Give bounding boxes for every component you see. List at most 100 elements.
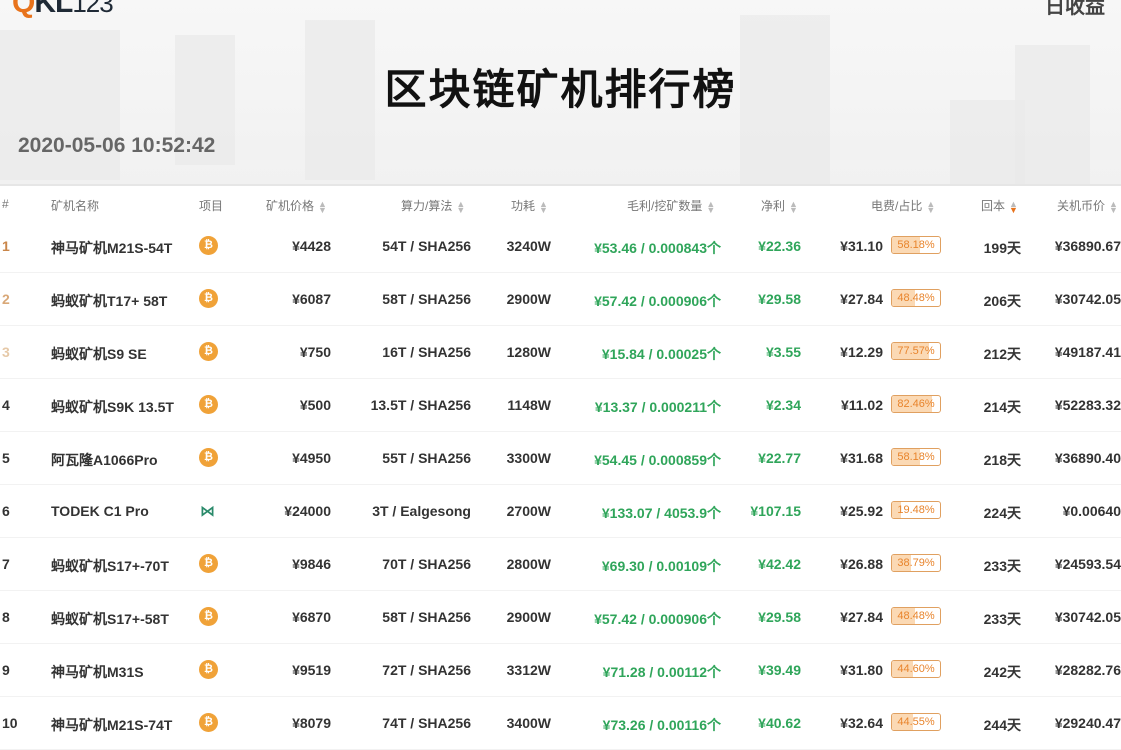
rank: 7 bbox=[2, 556, 10, 572]
electricity-cost: ¥11.02 bbox=[840, 397, 883, 413]
price: ¥4428 bbox=[292, 238, 331, 254]
table-row[interactable]: 9 神马矿机M31S ₿ ¥9519 72T / SHA256 3312W ¥7… bbox=[0, 644, 1121, 697]
col-hashrate[interactable]: 算力/算法 ▲ ▼ bbox=[401, 197, 465, 214]
electricity-ratio-badge: 44.60% bbox=[891, 660, 941, 678]
table-row[interactable]: 3 蚂蚁矿机S9 SE ₿ ¥750 16T / SHA256 1280W ¥1… bbox=[0, 326, 1121, 379]
page-title: 区块链矿机排行榜 bbox=[384, 65, 737, 114]
net-profit: ¥42.42 bbox=[758, 556, 801, 572]
bitcoin-icon: ₿ bbox=[199, 607, 218, 626]
shutdown-price: ¥36890.67 bbox=[1054, 238, 1121, 254]
net-profit: ¥22.77 bbox=[758, 450, 801, 466]
miner-name[interactable]: 蚂蚁矿机S9K 13.5T bbox=[51, 399, 174, 415]
shutdown-price: ¥28282.76 bbox=[1054, 662, 1121, 678]
hashrate: 58T / SHA256 bbox=[382, 291, 471, 307]
miner-name[interactable]: TODEK C1 Pro bbox=[51, 503, 149, 519]
electricity-cost: ¥32.64 bbox=[840, 715, 883, 731]
bitcoin-icon: ₿ bbox=[199, 236, 218, 255]
net-profit: ¥29.58 bbox=[758, 609, 801, 625]
sort-desc-icon[interactable]: ▲ ▼ bbox=[1009, 198, 1018, 215]
col-name: 矿机名称 bbox=[51, 199, 100, 213]
rank: 10 bbox=[2, 715, 18, 731]
gross-profit: ¥57.42 / 0.000906个 bbox=[594, 293, 721, 309]
table-row[interactable]: 6 TODEK C1 Pro ⋈ ¥24000 3T / Ealgesong 2… bbox=[0, 485, 1121, 538]
daily-income-link[interactable]: 日收益 bbox=[1045, 0, 1105, 18]
miner-name[interactable]: 神马矿机M21S-54T bbox=[51, 240, 173, 256]
bitcoin-icon: ₿ bbox=[199, 342, 218, 361]
miner-name[interactable]: 蚂蚁矿机S17+-58T bbox=[51, 611, 169, 627]
table-row[interactable]: 8 蚂蚁矿机S17+-58T ₿ ¥6870 58T / SHA256 2900… bbox=[0, 591, 1121, 644]
gross-profit: ¥13.37 / 0.000211个 bbox=[594, 399, 721, 415]
rank: 8 bbox=[2, 609, 10, 625]
table-row[interactable]: 7 蚂蚁矿机S17+-70T ₿ ¥9846 70T / SHA256 2800… bbox=[0, 538, 1121, 591]
hashrate: 70T / SHA256 bbox=[382, 556, 471, 572]
electricity-cost: ¥31.68 bbox=[840, 450, 883, 466]
hashrate: 3T / Ealgesong bbox=[372, 503, 471, 519]
logo[interactable]: QKL123 bbox=[12, 0, 114, 19]
miner-name[interactable]: 蚂蚁矿机S9 SE bbox=[51, 346, 147, 362]
electricity-ratio-badge: 48.48% bbox=[891, 607, 941, 625]
table-row[interactable]: 2 蚂蚁矿机T17+ 58T ₿ ¥6087 58T / SHA256 2900… bbox=[0, 273, 1121, 326]
table-header: # 矿机名称 项目 矿机价格 ▲ ▼ 算力/算法 ▲ ▼ 功耗 ▲ ▼ 毛利/挖矿数量 ▲ ▼ … bbox=[0, 188, 1121, 220]
col-shutdown-price[interactable]: 关机币价 ▲ ▼ bbox=[1057, 197, 1118, 214]
rank: 6 bbox=[2, 503, 10, 519]
payback-days: 218天 bbox=[983, 452, 1021, 468]
power: 3400W bbox=[506, 715, 551, 731]
electricity-cost: ¥31.10 bbox=[840, 238, 883, 254]
power: 2700W bbox=[506, 503, 551, 519]
sort-icon[interactable]: ▲ ▼ bbox=[926, 198, 936, 215]
col-net[interactable]: 净利 ▲ ▼ bbox=[761, 197, 798, 214]
miner-name[interactable]: 神马矿机M31S bbox=[51, 664, 144, 680]
sort-icon[interactable]: ▲ ▼ bbox=[706, 198, 716, 215]
rank: 1 bbox=[2, 238, 10, 254]
sort-icon[interactable]: ▲ ▼ bbox=[789, 198, 798, 215]
sort-icon[interactable]: ▲ ▼ bbox=[539, 198, 548, 215]
bitcoin-icon: ₿ bbox=[199, 660, 218, 679]
electricity-ratio-badge: 77.57% bbox=[891, 342, 941, 360]
payback-days: 242天 bbox=[983, 664, 1021, 680]
gross-profit: ¥71.28 / 0.00112个 bbox=[602, 664, 721, 680]
rank: 3 bbox=[2, 344, 10, 360]
col-payback[interactable]: 回本 ▲ ▼ bbox=[981, 197, 1018, 214]
hashrate: 58T / SHA256 bbox=[382, 609, 471, 625]
payback-days: 199天 bbox=[983, 240, 1021, 256]
sort-icon[interactable]: ▲ ▼ bbox=[1109, 198, 1118, 215]
todek-icon: ⋈ bbox=[200, 503, 215, 520]
col-net-label: 净利 bbox=[761, 199, 786, 213]
miner-name[interactable]: 神马矿机M21S-74T bbox=[51, 717, 173, 733]
table-row[interactable]: 4 蚂蚁矿机S9K 13.5T ₿ ¥500 13.5T / SHA256 11… bbox=[0, 379, 1121, 432]
miner-name[interactable]: 蚂蚁矿机T17+ 58T bbox=[51, 293, 168, 309]
sort-icon[interactable]: ▲ ▼ bbox=[318, 198, 327, 215]
bitcoin-icon: ₿ bbox=[199, 554, 218, 573]
shutdown-price: ¥52283.32 bbox=[1054, 397, 1121, 413]
table-row[interactable]: 1 神马矿机M21S-54T ₿ ¥4428 54T / SHA256 3240… bbox=[0, 220, 1121, 273]
col-gross[interactable]: 毛利/挖矿数量 ▲ ▼ bbox=[627, 197, 715, 214]
col-price[interactable]: 矿机价格 ▲ ▼ bbox=[266, 197, 327, 214]
bitcoin-icon: ₿ bbox=[199, 713, 218, 732]
price: ¥8079 bbox=[292, 715, 331, 731]
net-profit: ¥2.34 bbox=[765, 397, 801, 413]
col-power[interactable]: 功耗 ▲ ▼ bbox=[511, 197, 548, 214]
gross-profit: ¥15.84 / 0.00025个 bbox=[601, 346, 721, 362]
col-electricity-label: 电费/占比 bbox=[871, 199, 923, 213]
miner-name[interactable]: 阿瓦隆A1066Pro bbox=[51, 452, 158, 468]
price: ¥9846 bbox=[292, 556, 331, 572]
price: ¥24000 bbox=[284, 503, 331, 519]
miner-name[interactable]: 蚂蚁矿机S17+-70T bbox=[51, 558, 169, 574]
payback-days: 233天 bbox=[983, 611, 1021, 627]
price: ¥750 bbox=[299, 344, 331, 360]
page-header: QKL123 日收益 区块链矿机排行榜 2020-05-06 10:52:42 bbox=[0, 0, 1121, 186]
col-shutdown-label: 关机币价 bbox=[1057, 199, 1106, 213]
col-electricity[interactable]: 电费/占比 ▲ ▼ bbox=[871, 197, 935, 214]
electricity-cost: ¥27.84 bbox=[840, 291, 883, 307]
hashrate: 16T / SHA256 bbox=[382, 344, 471, 360]
power: 2900W bbox=[506, 609, 551, 625]
table-row[interactable]: 5 阿瓦隆A1066Pro ₿ ¥4950 55T / SHA256 3300W… bbox=[0, 432, 1121, 485]
col-rank: # bbox=[2, 197, 9, 211]
col-payback-label: 回本 bbox=[981, 199, 1006, 213]
table-row[interactable]: 10 神马矿机M21S-74T ₿ ¥8079 74T / SHA256 340… bbox=[0, 697, 1121, 750]
price: ¥6870 bbox=[292, 609, 331, 625]
electricity-cost: ¥31.80 bbox=[840, 662, 883, 678]
shutdown-price: ¥30742.05 bbox=[1054, 609, 1121, 625]
sort-icon[interactable]: ▲ ▼ bbox=[456, 198, 466, 215]
power: 1280W bbox=[506, 344, 551, 360]
